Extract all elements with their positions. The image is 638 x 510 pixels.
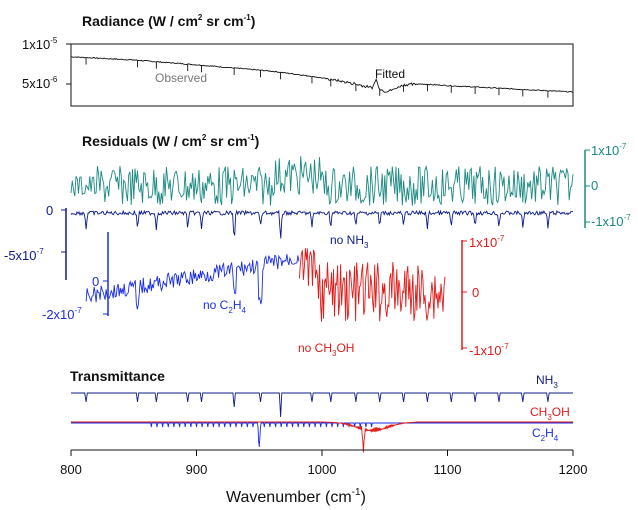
blue-tick-neg2e-7: -2x10-7 bbox=[42, 306, 82, 322]
radiance-ytick-1e-5: 1x10-5 bbox=[22, 36, 58, 52]
x-tick-label: 1000 bbox=[308, 462, 337, 477]
transmittance-title: Transmittance bbox=[70, 368, 165, 384]
nh3-label: NH3 bbox=[536, 373, 558, 390]
residuals-title: Residuals (W / cm2 sr cm-1) bbox=[82, 133, 259, 149]
radiance-title: Radiance (W / cm2 sr cm-1) bbox=[82, 13, 255, 29]
residual-no-nh3-line bbox=[70, 209, 574, 239]
x-axis-ticks: 800 900 1000 1100 1200 bbox=[60, 450, 587, 477]
transmittance-series-group bbox=[71, 392, 573, 453]
radiance-series-group bbox=[71, 56, 574, 98]
residual-no-ch3oh-line bbox=[298, 248, 446, 322]
x-tick-label: 800 bbox=[60, 462, 82, 477]
residual-series-group bbox=[70, 156, 574, 322]
teal-tick-1e-7: 1x10-7 bbox=[591, 142, 627, 158]
residual-teal-line bbox=[70, 156, 574, 206]
radiance-frame bbox=[70, 43, 574, 107]
red-tick-0: 0 bbox=[472, 285, 479, 300]
c2h4-label: C2H4 bbox=[532, 426, 559, 443]
teal-tick-neg1e-7: -1x10-7 bbox=[591, 213, 631, 229]
x-tick-label: 1200 bbox=[559, 462, 588, 477]
radiance-ytick-5e-6: 5x10-6 bbox=[22, 75, 58, 91]
ch3oh-label: CH3OH bbox=[530, 405, 570, 422]
teal-tick-0: 0 bbox=[591, 178, 598, 193]
blue-tick-0: 0 bbox=[92, 274, 99, 289]
no-ch3oh-label: no CH3OH bbox=[298, 341, 354, 358]
x-tick-label: 1100 bbox=[434, 462, 462, 477]
residual-no-c2h4-line bbox=[85, 254, 300, 310]
red-tick-1e-7: 1x10-7 bbox=[469, 234, 505, 250]
navy-tick-neg5e-7: -5x10-7 bbox=[4, 247, 44, 263]
no-nh3-label: no NH3 bbox=[330, 233, 369, 250]
transmittance-ch3oh-line bbox=[71, 421, 573, 453]
navy-tick-0: 0 bbox=[46, 203, 53, 218]
no-c2h4-label: no C2H4 bbox=[203, 298, 246, 315]
red-tick-neg1e-7: -1x10-7 bbox=[469, 342, 509, 358]
fitted-label: Fitted bbox=[375, 67, 405, 81]
x-axis-title: Wavenumber (cm-1) bbox=[226, 487, 366, 506]
x-tick-label: 900 bbox=[186, 462, 208, 477]
transmittance-c2h4-line bbox=[71, 422, 573, 448]
transmittance-nh3-line bbox=[71, 392, 573, 418]
observed-label: Observed bbox=[155, 71, 207, 85]
observed-line bbox=[71, 56, 574, 93]
